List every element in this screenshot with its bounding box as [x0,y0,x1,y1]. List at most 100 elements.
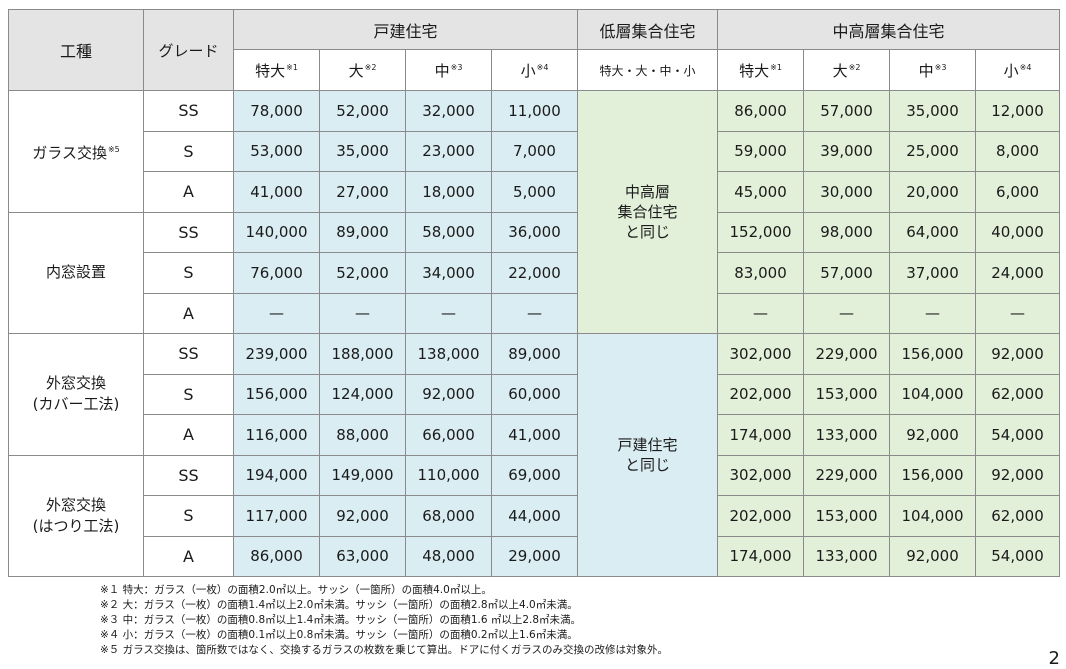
mid-high-price-cell: 40,000 [975,211,1061,253]
mid-high-price-cell: 12,000 [975,90,1061,132]
table-row: S 76,000 52,000 34,000 22,000 83,000 57,000 37,… [9,252,1061,294]
footnote: ※３ 中：ガラス（一枚）の面積0.8㎡以上1.4㎡未満。サッシ（一箇所）の面積1… [100,614,582,626]
mid-high-price-cell: 92,000 [975,454,1061,496]
work-type-cell: ガラス交換※5 [8,90,144,213]
detached-price-cell: 58,000 [405,211,492,253]
mid-high-price-cell: 152,000 [717,211,805,253]
detached-price-cell: 63,000 [319,535,406,577]
mid-high-price-cell: — [717,292,805,334]
work-type-cell: 外窓交換 (カバー工法) [8,333,144,456]
mid-high-price-cell: 62,000 [975,495,1061,537]
size-l-mid: 大※2 [803,49,891,91]
detached-price-cell: 32,000 [405,90,492,132]
table-row: 内窓設置 SS 140,000 89,000 58,000 36,000 152,000 98… [8,211,1061,334]
mid-high-price-cell: 37,000 [889,252,977,294]
mid-high-price-cell: 153,000 [803,373,891,415]
footnotes: ※１ 特大：ガラス（一枚）の面積2.0㎡以上。サッシ（一箇所）の面積4.0㎡以上… [100,583,668,658]
detached-price-cell: 29,000 [490,535,579,577]
mid-high-price-cell: 54,000 [975,414,1061,456]
grade-cell: SS [143,211,234,253]
detached-price-cell: 7,000 [490,130,579,172]
detached-price-cell: 76,000 [233,252,320,294]
detached-price-cell: 52,000 [319,90,406,132]
grade-cell: A [143,414,234,456]
mid-high-price-cell: — [975,292,1061,334]
detached-price-cell: 23,000 [405,130,492,172]
mid-high-price-cell: 24,000 [975,252,1061,294]
detached-price-cell: 41,000 [490,414,579,456]
detached-price-cell: 18,000 [405,171,492,213]
mid-high-price-cell: 25,000 [889,130,977,172]
detached-price-cell: 60,000 [490,373,579,415]
detached-price-cell: 116,000 [233,414,320,456]
detached-price-cell: 88,000 [319,414,406,456]
mid-high-price-cell: 104,000 [889,373,977,415]
price-table: 工種 グレード 戸建住宅 低層集合住宅 中高層集合住宅 特大※1 大※2 中※3… [8,9,1061,577]
mid-high-price-cell: 92,000 [975,333,1061,375]
work-type-cell: 外窓交換 (はつり工法) [8,454,144,577]
mid-high-price-cell: 8,000 [975,130,1061,172]
detached-price-cell: 89,000 [319,211,406,253]
detached-price-cell: — [319,292,406,334]
detached-price-cell: 11,000 [490,90,579,132]
mid-high-price-cell: 83,000 [717,252,805,294]
mid-high-price-cell: 20,000 [889,171,977,213]
mid-high-price-cell: 92,000 [889,414,977,456]
size-s-detached: 小※4 [490,49,579,91]
grade-cell: SS [143,333,234,375]
detached-price-cell: 44,000 [490,495,579,537]
size-all-low-rise: 特大・大・中・小 [577,49,719,91]
detached-price-cell: 66,000 [405,414,492,456]
size-l-detached: 大※2 [319,49,406,91]
detached-price-cell: 188,000 [319,333,406,375]
page-number: 2 [1048,648,1060,669]
table-row: S 53,000 35,000 23,000 7,000 59,000 39,000 25,0… [9,130,1061,172]
detached-price-cell: 138,000 [405,333,492,375]
size-s-mid: 小※4 [975,49,1061,91]
detached-price-cell: 5,000 [490,171,579,213]
work-type-cell: 内窓設置 [8,211,144,334]
grade-cell: S [143,130,234,172]
detached-price-cell: — [233,292,320,334]
mid-high-price-cell: 57,000 [803,90,891,132]
grade-cell: S [143,252,234,294]
detached-price-cell: 124,000 [319,373,406,415]
detached-price-cell: 35,000 [319,130,406,172]
size-xl-detached: 特大※1 [233,49,320,91]
detached-price-cell: 53,000 [233,130,320,172]
grade-cell: S [143,373,234,415]
mid-high-price-cell: 59,000 [717,130,805,172]
mid-high-price-cell: 302,000 [717,333,805,375]
mid-high-price-cell: 174,000 [717,535,805,577]
detached-price-cell: — [405,292,492,334]
grade-cell: A [143,292,234,334]
detached-price-cell: 34,000 [405,252,492,294]
detached-price-cell: 78,000 [233,90,320,132]
footnote: ※４ 小：ガラス（一枚）の面積0.1㎡以上0.8㎡未満。サッシ（一箇所）の面積0… [100,629,578,641]
mid-high-price-cell: 302,000 [717,454,805,496]
header-mid-high-rise: 中高層集合住宅 [717,9,1061,50]
mid-high-price-cell: 153,000 [803,495,891,537]
detached-price-cell: 140,000 [233,211,320,253]
size-xl-mid: 特大※1 [717,49,805,91]
mid-high-price-cell: 229,000 [803,333,891,375]
mid-high-price-cell: 35,000 [889,90,977,132]
table-row: A — — — — — — — — [9,292,1061,334]
header-grade: グレード [143,9,234,91]
mid-high-price-cell: 62,000 [975,373,1061,415]
detached-price-cell: 41,000 [233,171,320,213]
table-row: A 116,000 88,000 66,000 41,000 174,000 133,000… [9,414,1061,456]
detached-price-cell: 22,000 [490,252,579,294]
detached-price-cell: 92,000 [405,373,492,415]
detached-price-cell: 68,000 [405,495,492,537]
detached-price-cell: 52,000 [319,252,406,294]
mid-high-price-cell: — [803,292,891,334]
mid-high-price-cell: 156,000 [889,454,977,496]
detached-price-cell: 149,000 [319,454,406,496]
detached-price-cell: — [490,292,579,334]
mid-high-price-cell: 202,000 [717,495,805,537]
detached-price-cell: 194,000 [233,454,320,496]
mid-high-price-cell: 92,000 [889,535,977,577]
detached-price-cell: 69,000 [490,454,579,496]
mid-high-price-cell: 229,000 [803,454,891,496]
